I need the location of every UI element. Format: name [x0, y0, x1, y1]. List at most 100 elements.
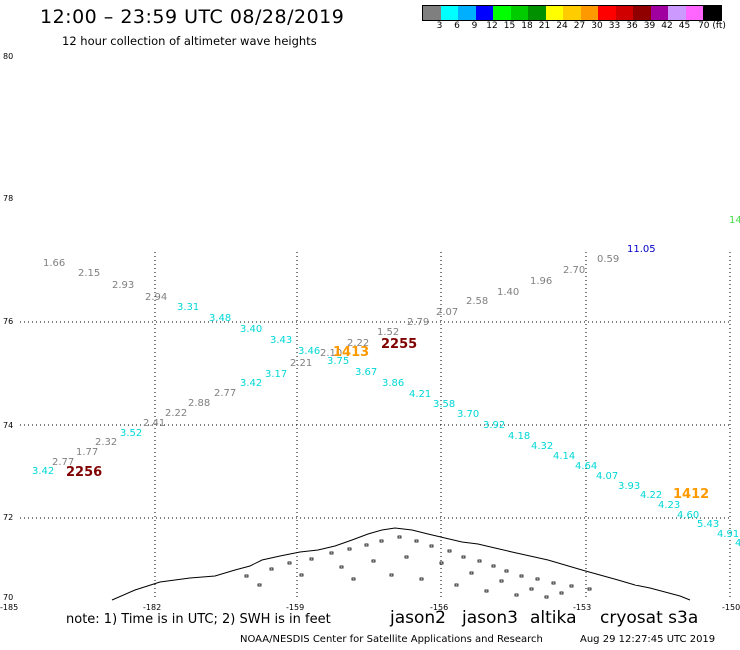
- wave-height-value: 2.07: [436, 307, 458, 318]
- color-legend-label: 30: [591, 21, 603, 31]
- island-shape: [419, 577, 424, 581]
- island-shape: [461, 555, 466, 559]
- color-swatch: [615, 6, 633, 20]
- lat-label: 76: [3, 317, 13, 326]
- wave-height-value: 3.52: [120, 428, 142, 439]
- color-legend-label: 3: [436, 21, 443, 31]
- color-legend-label: 18: [521, 21, 533, 31]
- island-shape: [347, 547, 352, 551]
- island-shape: [414, 539, 419, 543]
- island-shape: [351, 577, 356, 581]
- credit-line: NOAA/NESDIS Center for Satellite Applica…: [240, 634, 543, 645]
- color-legend-label: 36: [626, 21, 638, 31]
- islands: [244, 535, 592, 599]
- color-legend-label: 21: [538, 21, 551, 31]
- island-shape: [299, 573, 304, 577]
- wave-height-value: 3.42: [240, 378, 262, 389]
- wave-height-value: 4.91: [717, 529, 739, 540]
- lat-label: 80: [3, 52, 13, 61]
- coastline: [111, 527, 691, 601]
- color-legend-label: 6: [454, 21, 460, 31]
- island-shape: [379, 539, 384, 543]
- island-shape: [439, 561, 444, 565]
- island-shape: [257, 583, 262, 587]
- island-shape: [371, 559, 376, 563]
- island-shape: [499, 579, 504, 583]
- wave-height-value: 4.60: [677, 510, 699, 521]
- island-shape: [504, 569, 509, 573]
- color-legend: [422, 5, 722, 21]
- island-shape: [514, 593, 519, 597]
- wave-height-value: 4.21: [409, 389, 431, 400]
- legend-jason3: jason3: [462, 608, 518, 628]
- wave-height-value: 3.92: [483, 420, 505, 431]
- lon-label: -185: [0, 603, 18, 612]
- island-shape: [364, 543, 369, 547]
- wave-height-value: 11.05: [627, 244, 656, 255]
- wave-height-value: 4.14: [553, 451, 575, 462]
- color-swatch: [650, 6, 668, 20]
- wave-height-value: 1.96: [530, 276, 552, 287]
- island-shape: [587, 587, 592, 591]
- lon-label: -156: [430, 603, 448, 612]
- lat-label: 72: [3, 513, 13, 522]
- color-legend-label: 33: [608, 21, 621, 31]
- color-swatch: [458, 6, 476, 20]
- wave-height-value: 2.32: [95, 437, 117, 448]
- wave-height-value: 4.18: [508, 431, 530, 442]
- color-legend-label: 70 (ft): [698, 21, 726, 31]
- color-swatch: [633, 6, 651, 20]
- footer-note: note: 1) Time is in UTC; 2) SWH is in fe…: [66, 612, 331, 627]
- color-swatch: [475, 6, 493, 20]
- color-legend-label: 39: [643, 21, 656, 31]
- lon-label: -159: [286, 603, 304, 612]
- island-shape: [484, 589, 489, 593]
- color-legend-label: 42: [661, 21, 673, 31]
- color-swatch: [598, 6, 616, 20]
- pass-time-label: 2255: [381, 337, 417, 352]
- lon-labels: -185 -182 -159 -156 -153 -150: [0, 603, 740, 612]
- legend-jason2: jason2: [390, 608, 446, 628]
- color-swatch: [440, 6, 458, 20]
- wave-height-value: 3.17: [265, 369, 287, 380]
- wave-height-value: 2.77: [52, 457, 74, 468]
- lat-label: 70: [3, 593, 13, 602]
- wave-height-value: 3.86: [382, 378, 404, 389]
- color-swatch: [510, 6, 528, 20]
- wave-height-value: 4.32: [531, 441, 553, 452]
- wave-height-value: 3.75: [327, 356, 349, 367]
- wave-height-value: 1.77: [76, 447, 98, 458]
- color-legend-label: 15: [503, 21, 516, 31]
- color-swatch: [545, 6, 563, 20]
- legend-cryosat-s3a: cryosat s3a: [600, 608, 699, 628]
- island-shape: [397, 535, 402, 539]
- lon-label: -182: [143, 603, 161, 612]
- island-shape: [551, 581, 556, 585]
- wave-height-value: 2.41: [143, 418, 165, 429]
- wave-height-value: 2.21: [290, 358, 312, 369]
- island-shape: [477, 559, 482, 563]
- color-swatch: [668, 6, 686, 20]
- island-shape: [329, 551, 334, 555]
- wave-height-value: 1.52: [377, 327, 399, 338]
- wave-height-value: 4.07: [596, 471, 618, 482]
- wave-height-value: 2.79: [407, 317, 429, 328]
- pass-time-label: 2256: [66, 465, 102, 480]
- color-legend-label: 9: [471, 21, 478, 31]
- wave-height-value: 3.70: [457, 409, 479, 420]
- island-shape: [447, 549, 452, 553]
- color-swatch: [493, 6, 511, 20]
- color-swatch: [563, 6, 581, 20]
- lat-label: 74: [3, 421, 13, 430]
- wave-height-value: 14: [729, 215, 740, 226]
- color-swatch: [528, 6, 546, 20]
- page-subtitle: 12 hour collection of altimeter wave hei…: [62, 34, 317, 48]
- wave-height-value: 2.15: [78, 268, 100, 279]
- lat-label: 78: [3, 194, 13, 203]
- wave-height-value: 3.67: [355, 367, 377, 378]
- pass-time-label: 1412: [673, 487, 709, 502]
- wave-height-value: 2.10: [320, 348, 342, 359]
- graticule: [20, 252, 731, 600]
- island-shape: [287, 561, 292, 565]
